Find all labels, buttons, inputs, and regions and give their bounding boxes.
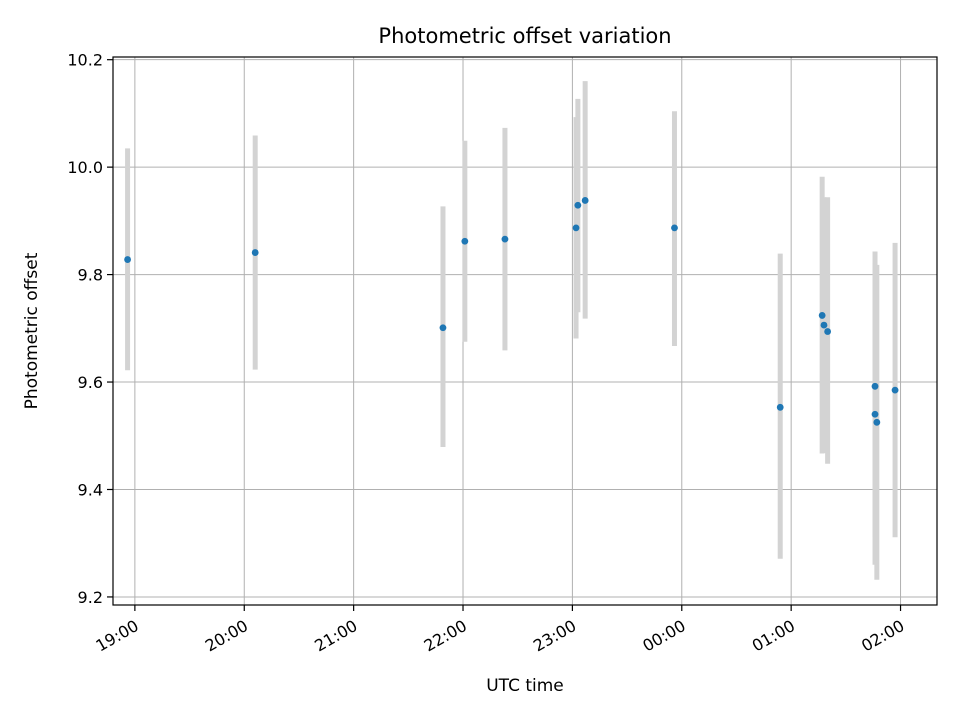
- data-point: [891, 386, 899, 394]
- y-tick-label: 9.2: [78, 588, 103, 607]
- data-point: [818, 312, 826, 319]
- y-tick-label: 10.0: [67, 158, 103, 177]
- y-axis-title: Photometric offset: [22, 252, 42, 409]
- y-tick-label: 10.2: [67, 51, 103, 70]
- data-point: [124, 256, 131, 263]
- data-point: [671, 224, 678, 232]
- data-point: [439, 324, 447, 332]
- chart-title: Photometric offset variation: [378, 24, 671, 48]
- data-point: [824, 328, 832, 335]
- data-point: [574, 201, 582, 209]
- data-point: [871, 410, 879, 418]
- point-layer: [124, 197, 899, 426]
- data-point: [871, 382, 879, 390]
- data-point: [820, 321, 828, 329]
- data-point: [572, 224, 580, 232]
- data-point: [501, 235, 509, 243]
- plot-frame: [112, 56, 938, 606]
- grid-layer: [113, 57, 937, 605]
- y-tick-label: 9.4: [78, 480, 103, 499]
- y-tick-label: 9.8: [78, 266, 103, 285]
- data-point: [873, 418, 881, 426]
- x-axis-title: UTC time: [486, 676, 564, 696]
- data-point: [581, 197, 589, 204]
- data-point: [461, 237, 469, 245]
- data-point: [251, 249, 259, 256]
- data-point: [776, 403, 784, 411]
- y-tick-label: 9.6: [78, 373, 103, 392]
